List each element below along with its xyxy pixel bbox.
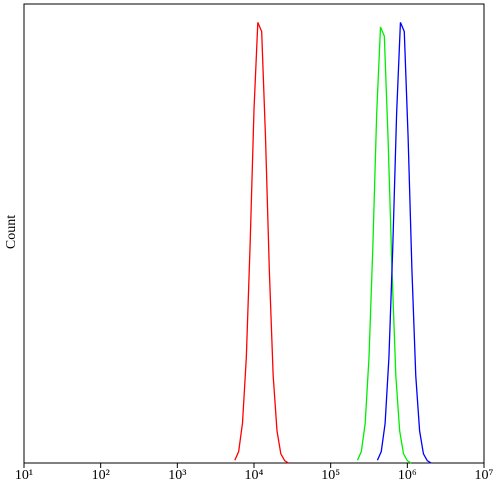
histogram-line xyxy=(234,22,289,464)
x-tick-label: 10² xyxy=(92,468,110,483)
y-axis-label: Count xyxy=(4,215,19,249)
x-tick-label: 10⁴ xyxy=(245,468,264,483)
x-tick-label: 10⁷ xyxy=(475,468,494,483)
x-tick-label: 10⁵ xyxy=(321,468,340,483)
x-tick-label: 10⁶ xyxy=(398,468,417,483)
x-tick-label: 10¹ xyxy=(15,468,33,483)
plot-frame xyxy=(23,3,485,464)
histogram-line xyxy=(356,26,412,464)
x-tick-label: 10³ xyxy=(168,468,186,483)
histogram-line xyxy=(376,22,432,464)
